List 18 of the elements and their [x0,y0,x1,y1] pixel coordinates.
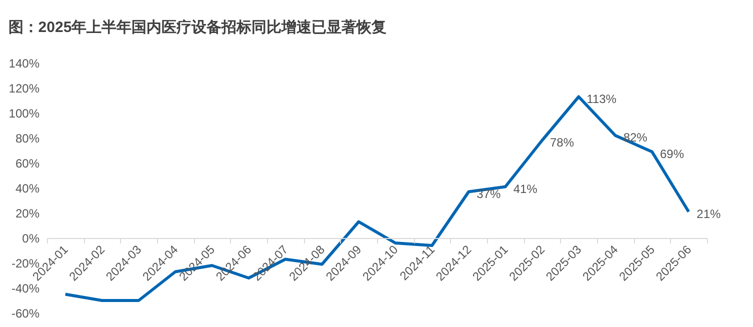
y-tick-label: 40% [15,182,40,196]
data-label: 41% [513,182,538,196]
chart-title: 图：2025年上半年国内医疗设备招标同比增速已显著恢复 [8,19,387,36]
data-label: 113% [586,92,617,106]
y-tick-label: -40% [11,282,40,296]
data-label: 21% [696,206,722,221]
data-label: 37% [476,186,502,201]
data-label: 69% [660,146,684,161]
y-tick-label: 120% [8,82,40,96]
y-tick-label: 80% [15,132,40,146]
data-label: 82% [623,130,648,144]
y-tick-label: -60% [11,306,40,320]
y-tick-label: 100% [8,106,40,120]
data-label: 78% [550,136,574,150]
y-tick-label: 0% [22,232,40,246]
y-tick-label: 60% [15,156,40,170]
y-tick-label: 20% [15,206,40,220]
y-tick-label: 140% [8,56,40,70]
